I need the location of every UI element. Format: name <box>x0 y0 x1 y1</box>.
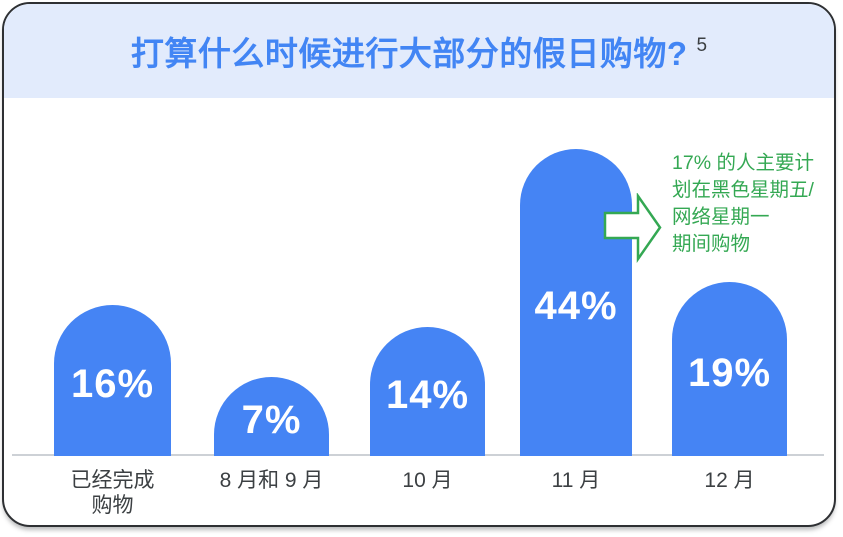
footnote-superscript: 5 <box>696 35 708 56</box>
annotation-text: 17% 的人主要计 划在黑色星期五/ 网络星期一 期间购物 <box>672 150 834 258</box>
bar-november: 44% <box>520 149 632 456</box>
bar-value-label: 44% <box>534 284 618 328</box>
bar-october: 14% <box>370 327 485 456</box>
axis-label-december: 12 月 <box>704 469 755 492</box>
bar-already-done: 16% <box>54 305 171 456</box>
axis-label-line2: 购物 <box>91 494 134 517</box>
chart-card: 打算什么时候进行大部分的假日购物? 5 16% 7% 14% 44% 19% 已经… <box>2 2 836 527</box>
bar-value-label: 19% <box>687 350 772 395</box>
bar-value-label: 14% <box>385 373 470 417</box>
axis-label-line1: 已经完成 <box>70 469 155 492</box>
chart-header: 打算什么时候进行大部分的假日购物? 5 <box>4 4 834 98</box>
bar-value-label: 16% <box>70 362 155 406</box>
annotation-line: 网络星期一 <box>672 206 770 228</box>
axis-label-october: 10 月 <box>402 469 453 492</box>
annotation-line: 划在黑色星期五/ <box>672 179 814 201</box>
axis-label-november: 11 月 <box>551 469 601 492</box>
chart-title: 打算什么时候进行大部分的假日购物? 5 <box>131 27 707 75</box>
axis-label-already-done: 已经完成 购物 <box>54 468 171 518</box>
annotation-line: 期间购物 <box>672 233 751 255</box>
bar-value-label: 7% <box>241 398 302 442</box>
axis-label-aug-sep: 8 月和 9 月 <box>219 469 324 492</box>
arrow-right-icon <box>603 193 662 263</box>
bar-aug-sep: 7% <box>214 377 329 456</box>
bar-december: 19% <box>672 282 787 456</box>
chart-title-text: 打算什么时候进行大部分的假日购物? <box>130 35 688 72</box>
annotation-line: 17% 的人主要计 <box>672 152 814 174</box>
